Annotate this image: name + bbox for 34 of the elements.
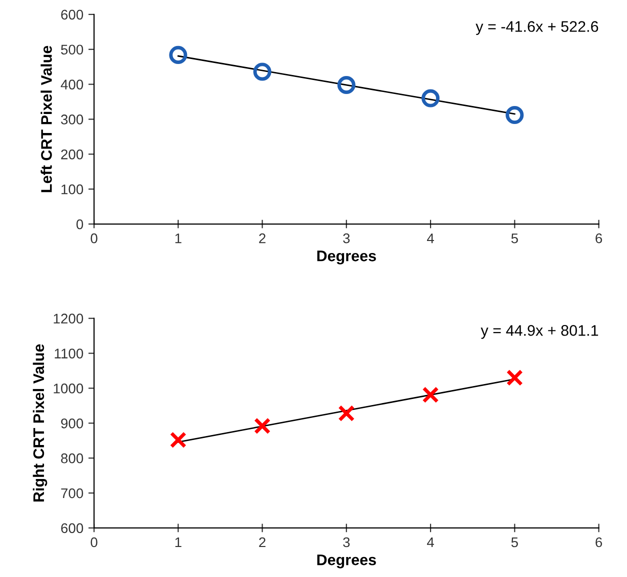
x-tick-label: 4 [426,537,434,548]
y-axis-title: Left CRT Pixel Value [40,46,52,192]
x-tick-label: 1 [175,537,182,548]
x-tick-label: 3 [343,233,350,244]
x-axis-title: Degrees [317,250,376,264]
x-tick-label: 6 [596,233,602,244]
y-tick-label: 100 [62,184,84,194]
x-tick-label: 1 [175,234,182,244]
x-tick-label: 2 [259,233,266,244]
x-tick-label: 6 [596,537,602,548]
y-axis-title: Right CRT Pixel Value [32,344,48,502]
x-tick-label: 0 [90,233,98,244]
y-tick-label: 900 [61,418,84,428]
y-tick-label: 300 [60,114,84,124]
y-tick-label: 700 [61,488,84,498]
annotation: y = -41.6x + 522.6 [476,21,598,35]
y-tick-label: 800 [61,453,84,464]
y-tick-label: 1200 [54,314,84,324]
y-tick-label: 1000 [54,384,84,394]
x-tick-label: 5 [511,234,518,244]
x-axis-title: Degrees [317,554,376,568]
y-tick-label: 200 [61,149,84,160]
y-tick-label: 500 [61,44,84,55]
y-tick-label: 600 [61,10,84,20]
y-tick-label: 600 [61,523,84,534]
y-tick-label: 400 [60,80,84,90]
x-tick-label: 5 [511,537,518,548]
x-tick-label: 4 [426,234,434,244]
annotation: y = 44.9x + 801.1 [480,325,598,339]
x-tick-label: 2 [259,537,266,548]
x-tick-label: 0 [90,537,98,548]
y-tick-label: 1100 [54,348,84,358]
x-tick-label: 3 [343,537,350,548]
y-tick-label: 0 [76,219,84,230]
